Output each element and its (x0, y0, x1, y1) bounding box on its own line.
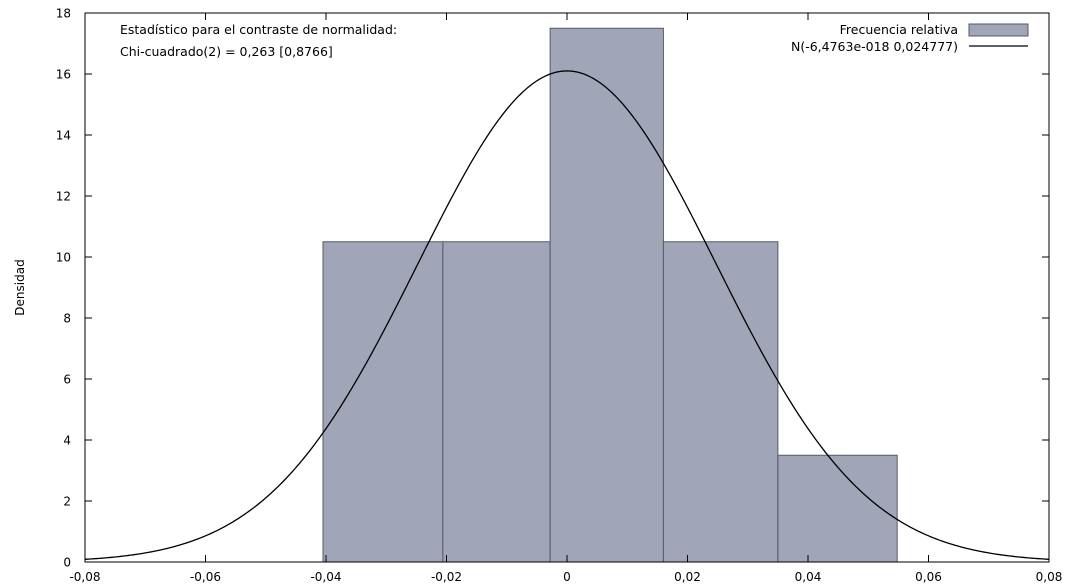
y-tick-label: 16 (56, 68, 71, 82)
normality-test-title: Estadístico para el contraste de normali… (120, 22, 397, 37)
histogram-bar (777, 454, 898, 563)
x-tick-label: -0,08 (69, 570, 100, 584)
x-tick-labels: -0,08 -0,06 -0,04 -0,02 0 0,02 0,04 0,06 0,08 (69, 570, 1062, 584)
y-tick-label: 8 (63, 312, 71, 326)
histogram-bar (442, 241, 551, 563)
legend-label-histogram: Frecuencia relativa (840, 22, 958, 37)
histogram-bar (322, 241, 444, 563)
y-axis-label: Densidad (13, 259, 27, 315)
y-tick-label: 4 (63, 434, 71, 448)
y-tick-labels: 0 2 4 6 8 10 12 14 16 18 (56, 7, 71, 570)
histogram-bars (322, 27, 898, 563)
x-tick-label: -0,06 (190, 570, 221, 584)
y-tick-label: 10 (56, 251, 71, 265)
x-tick-label: -0,04 (310, 570, 341, 584)
histogram-bar (662, 241, 779, 563)
y-tick-label: 6 (63, 373, 71, 387)
y-tick-label: 0 (63, 556, 71, 570)
x-tick-label: 0,04 (795, 570, 822, 584)
y-tick-label: 12 (56, 190, 71, 204)
normality-test-result: Chi-cuadrado(2) = 0,263 [0,8766] (120, 44, 333, 59)
x-tick-label: 0 (563, 570, 571, 584)
legend-label-normal: N(-6,4763e-018 0,024777) (791, 39, 958, 54)
y-tick-label: 18 (56, 7, 71, 21)
x-tick-label: 0,08 (1036, 570, 1063, 584)
normal-density-curve (84, 70, 1050, 560)
x-tick-label: 0,02 (674, 570, 701, 584)
x-tick-label: 0,06 (915, 570, 942, 584)
y-tick-label: 14 (56, 129, 71, 143)
legend: Frecuencia relativa N(-6,4763e-018 0,024… (791, 22, 1029, 54)
y-tick-label: 2 (63, 495, 71, 509)
histogram-bar (549, 27, 664, 563)
x-tick-label: -0,02 (431, 570, 462, 584)
plot-frame (84, 12, 1050, 563)
legend-swatch-histogram (968, 23, 1029, 37)
